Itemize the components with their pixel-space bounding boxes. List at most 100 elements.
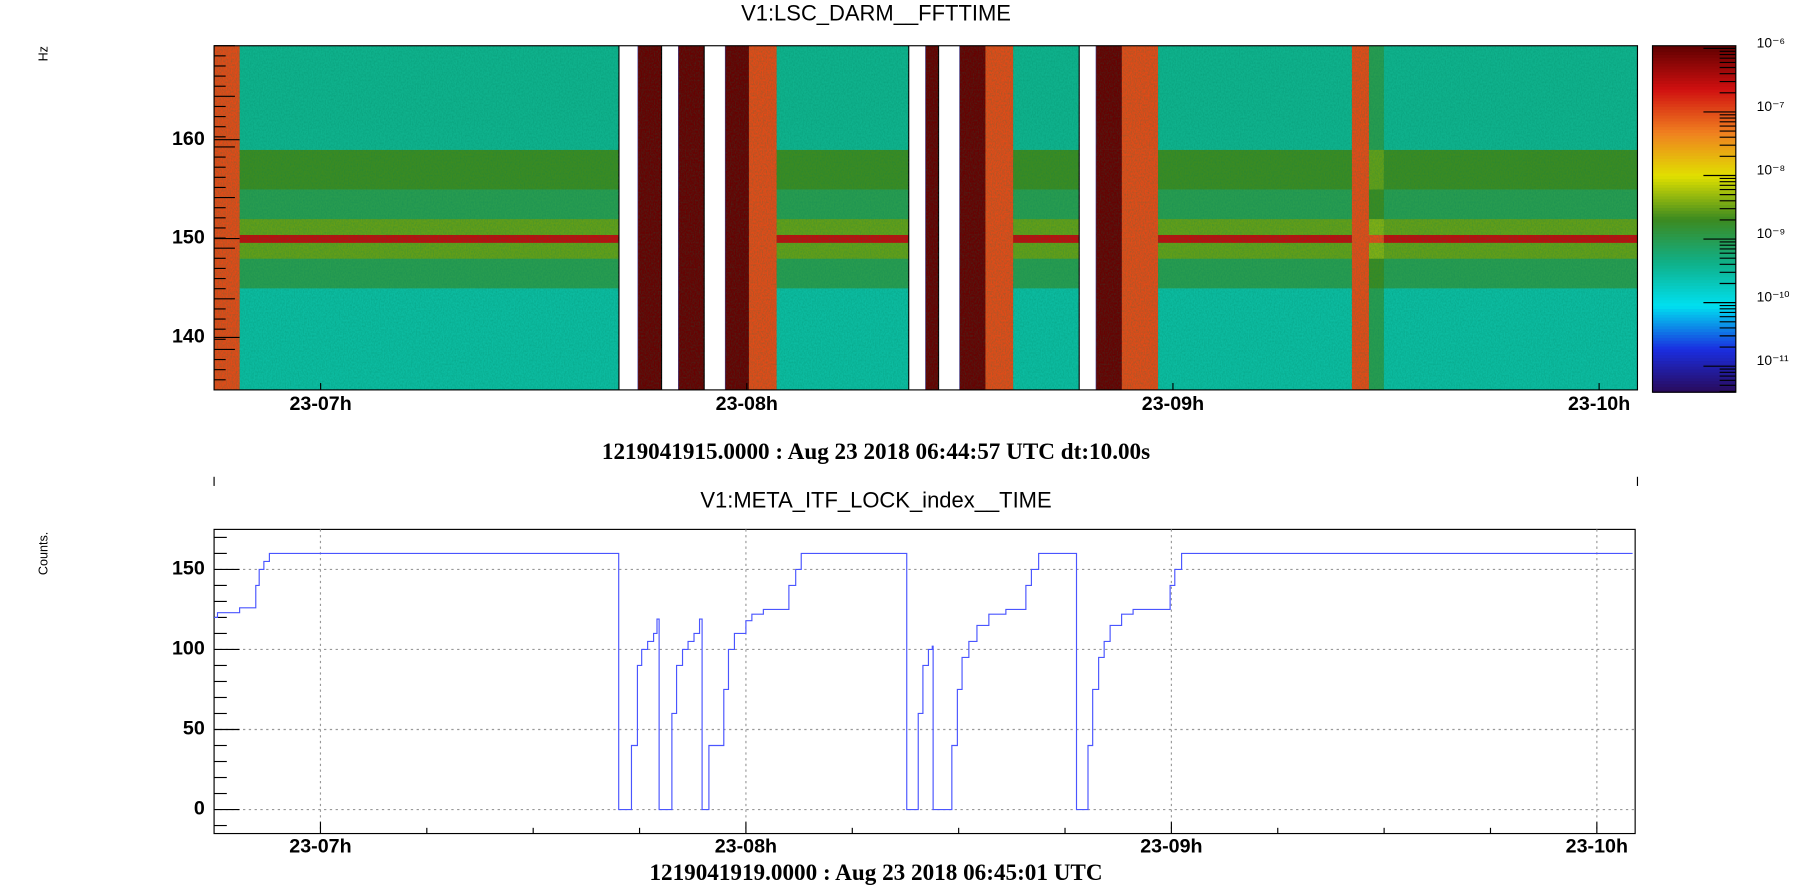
colorbar-cell	[1652, 89, 1736, 93]
colorbar-cell	[1652, 233, 1736, 237]
texture	[1158, 45, 1352, 390]
colorbar-cell	[1652, 68, 1736, 73]
texture	[638, 45, 662, 390]
colorbar-cell	[1652, 345, 1736, 350]
heatmap-cell	[1079, 45, 1097, 150]
heatmap-cell	[908, 189, 927, 220]
colorbar-cell	[1652, 331, 1736, 336]
y-tick-label: 50	[183, 718, 205, 740]
colorbar-cell	[1652, 244, 1736, 249]
colorbar-cell	[1652, 340, 1736, 344]
colorbar-cell	[1652, 213, 1736, 217]
heatmap-cell	[938, 288, 961, 390]
texture	[1368, 45, 1384, 390]
colorbar-cell	[1652, 187, 1736, 191]
heatmap-cell	[1079, 189, 1097, 220]
colorbar-cell	[1652, 247, 1736, 252]
colorbar-cell	[1652, 363, 1736, 367]
colorbar-cell	[1652, 348, 1736, 353]
colorbar-cell	[1652, 74, 1736, 79]
colorbar-cell	[1652, 51, 1736, 55]
colorbar-cell	[1652, 389, 1736, 393]
colorbar-cell	[1652, 184, 1736, 188]
colorbar-label: 10⁻⁷	[1757, 99, 1785, 114]
colorbar-cell	[1652, 210, 1736, 214]
heatmap-cell	[618, 242, 639, 259]
heatmap-cell	[704, 258, 727, 289]
colorbar-cell	[1652, 250, 1736, 255]
heatmap-cell	[1079, 234, 1097, 243]
colorbar-cell	[1652, 164, 1736, 168]
colorbar-cell	[1652, 302, 1736, 307]
colorbar-cell	[1652, 343, 1736, 347]
colorbar-cell	[1652, 120, 1736, 125]
colorbar-cell	[1652, 207, 1736, 211]
heatmap-cell	[938, 258, 961, 289]
heatmap-cell	[704, 189, 727, 220]
heatmap-cell	[908, 288, 927, 390]
colorbar-cell	[1652, 285, 1736, 289]
colorbar-cell	[1652, 161, 1736, 165]
colorbar-cell	[1652, 360, 1736, 364]
heatmap-cell	[938, 189, 961, 220]
texture	[1121, 45, 1159, 390]
x-tick-label: 23-08h	[715, 836, 777, 858]
colorbar-cell	[1652, 314, 1736, 318]
heatmap-cell	[618, 288, 639, 390]
colorbar-cell	[1652, 149, 1736, 154]
colorbar-cell	[1652, 77, 1736, 81]
colorbar-cell	[1652, 204, 1736, 208]
heatmap-cell	[908, 45, 927, 150]
heatmap-cell	[618, 218, 639, 235]
colorbar-cell	[1652, 86, 1736, 90]
heatmap-cell	[661, 189, 680, 220]
x-tick-label: 23-09h	[1142, 393, 1204, 415]
colorbar-cell	[1652, 374, 1736, 379]
heatmap-cell	[938, 234, 961, 243]
colorbar-cell	[1652, 106, 1736, 110]
time-footer: 1219041919.0000 : Aug 23 2018 06:45:01 U…	[649, 860, 1102, 885]
y-tick-label: 100	[172, 638, 205, 660]
heatmap-cell	[1079, 288, 1097, 390]
heatmap-cell	[661, 45, 680, 150]
texture	[239, 45, 619, 390]
texture	[678, 45, 705, 390]
y-axis-label: Counts.	[36, 532, 50, 575]
colorbar-cell	[1652, 48, 1736, 53]
heatmap-cell	[908, 234, 927, 243]
colorbar-cell	[1652, 305, 1736, 310]
heatmap-cell	[618, 45, 639, 150]
heatmap-cell	[618, 234, 639, 243]
colorbar-cell	[1652, 141, 1736, 145]
colorbar-cell	[1652, 80, 1736, 84]
texture	[985, 45, 1014, 390]
colorbar-cell	[1652, 294, 1736, 298]
spectrogram-panel: V1:LSC_DARM__FFTTIME Hz 1219041915.0000 …	[36, 1, 1790, 464]
colorbar-label: 10⁻⁸	[1757, 163, 1786, 178]
colorbar-cell	[1652, 60, 1736, 64]
colorbar-cell	[1652, 172, 1736, 177]
colorbar-cell	[1652, 94, 1736, 99]
colorbar-cell	[1652, 325, 1736, 330]
heatmap-cell	[938, 149, 961, 190]
colorbar-cell	[1652, 129, 1736, 133]
texture	[1096, 45, 1122, 390]
colorbar-cell	[1652, 138, 1736, 142]
colorbar-cell	[1652, 253, 1736, 258]
colorbar-cell	[1652, 195, 1736, 200]
colorbar-cell	[1652, 308, 1736, 312]
colorbar-cell	[1652, 262, 1736, 266]
colorbar-cell	[1652, 158, 1736, 162]
heatmap-cell	[908, 149, 927, 190]
colorbar-cell	[1652, 351, 1736, 356]
heatmap-cell	[661, 218, 680, 235]
heatmap-cell	[908, 242, 927, 259]
texture	[776, 45, 909, 390]
colorbar-cell	[1652, 117, 1736, 122]
colorbar-label: 10⁻¹¹	[1757, 353, 1789, 368]
colorbar-cell	[1652, 135, 1736, 139]
colorbar-cell	[1652, 320, 1736, 324]
heatmap-cell	[618, 149, 639, 190]
